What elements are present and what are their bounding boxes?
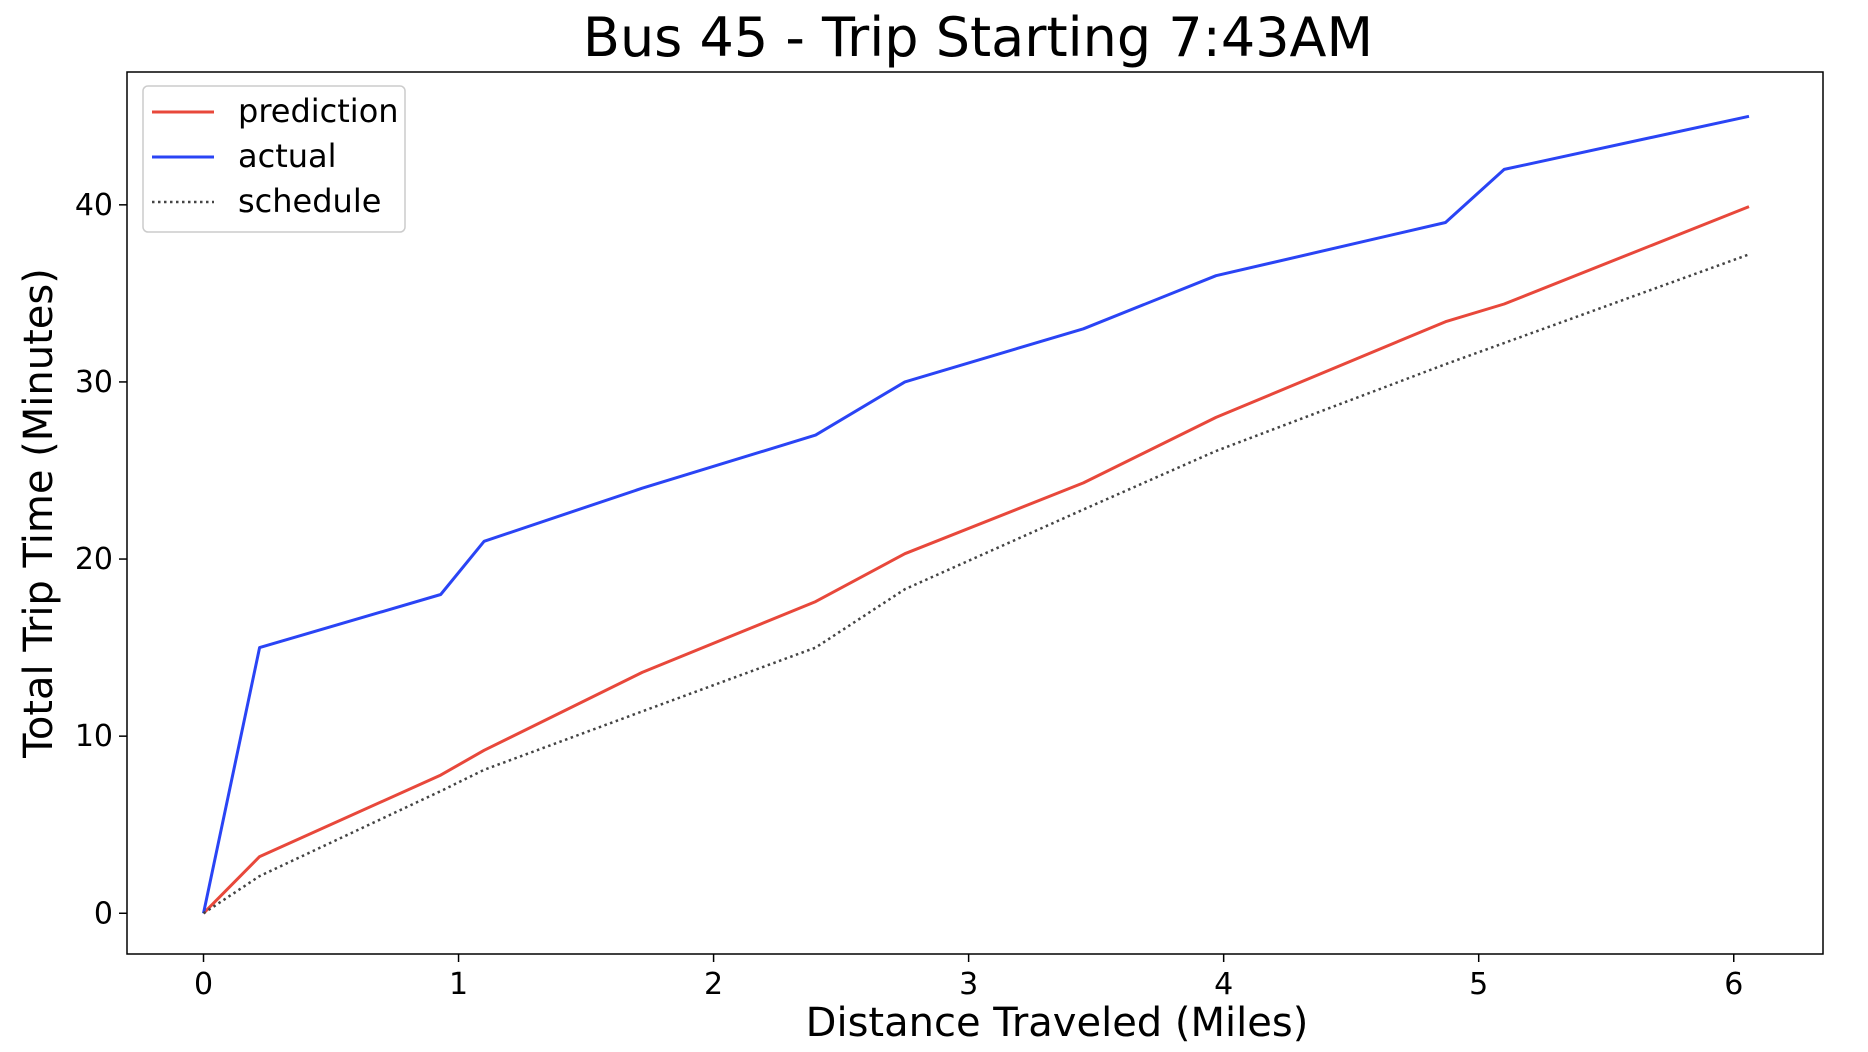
y-tick-label: 10	[75, 719, 113, 754]
series-layer	[202, 114, 1750, 915]
x-axis-label: Distance Traveled (Miles)	[806, 1000, 1309, 1046]
x-tick-label: 2	[704, 967, 723, 1002]
y-tick-label: 30	[75, 365, 113, 400]
plot-frame	[126, 71, 1824, 955]
x-axis-ticks: 0 1 2 3 4 5 6	[194, 954, 1743, 1002]
legend-label: prediction	[238, 92, 399, 130]
series-line-prediction	[202, 205, 1750, 915]
x-tick-label: 0	[194, 967, 213, 1002]
legend-box	[142, 85, 406, 233]
y-axis-ticks: 0 10 20 30 40	[75, 188, 127, 931]
y-tick-label: 20	[75, 542, 113, 577]
x-tick-label: 1	[449, 967, 468, 1002]
x-tick-label: 3	[959, 967, 978, 1002]
legend: prediction actual schedule	[142, 85, 406, 233]
x-tick-label: 5	[1469, 967, 1488, 1002]
x-tick-label: 4	[1214, 967, 1233, 1002]
y-tick-label: 40	[75, 188, 113, 223]
series-line-actual	[202, 114, 1750, 914]
chart-title: Bus 45 - Trip Starting 7:43AM	[583, 6, 1373, 69]
legend-label: actual	[238, 137, 337, 175]
y-tick-label: 0	[94, 896, 113, 931]
y-axis-label: Total Trip Time (Minutes)	[16, 268, 62, 759]
x-tick-label: 6	[1724, 967, 1743, 1002]
legend-label: schedule	[238, 182, 381, 220]
series-line-schedule	[202, 253, 1750, 915]
